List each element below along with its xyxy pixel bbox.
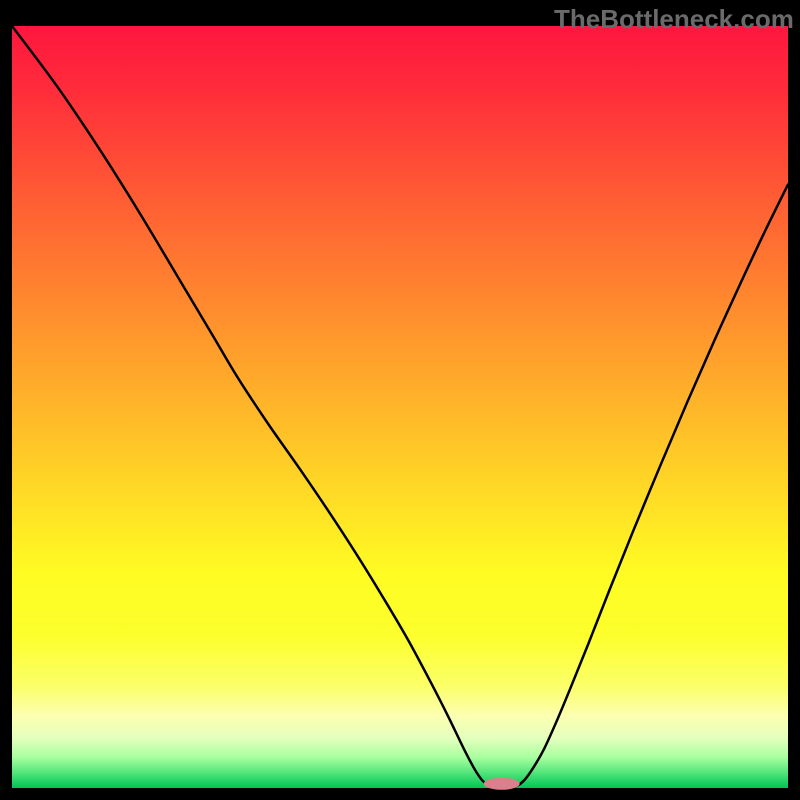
bottleneck-chart: TheBottleneck.com — [0, 0, 800, 800]
watermark-text: TheBottleneck.com — [554, 4, 794, 35]
plot-area — [12, 26, 788, 788]
